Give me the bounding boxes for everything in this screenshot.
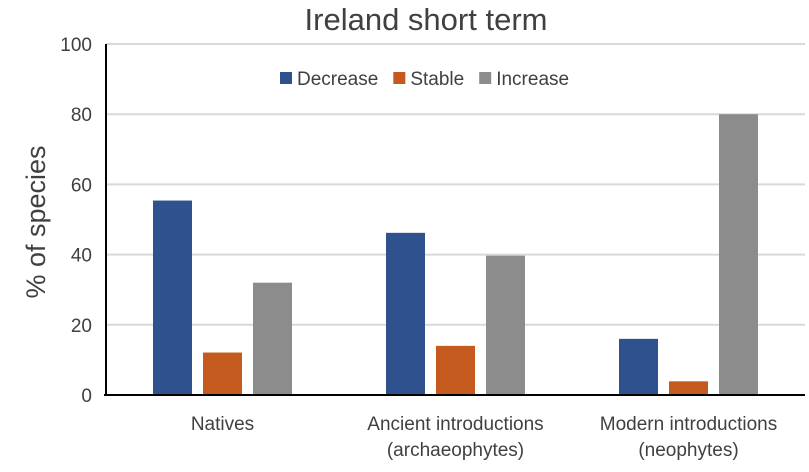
y-tick-label: 0: [81, 386, 92, 407]
bar-decrease: [386, 232, 425, 395]
x-tick-label: Ancient introductions: [367, 414, 543, 435]
bar-decrease: [153, 200, 192, 395]
y-tick-label: 100: [60, 35, 92, 56]
legend-label: Increase: [496, 69, 569, 90]
bar-stable: [436, 345, 475, 395]
y-tick-label: 80: [71, 105, 92, 126]
bar-stable: [203, 352, 242, 395]
x-tick-label: Modern introductions: [600, 414, 777, 435]
x-tick-label: (neophytes): [638, 440, 738, 461]
x-tick-label: (archaeophytes): [387, 440, 524, 461]
chart-title: Ireland short term: [305, 2, 548, 37]
y-tick-label: 40: [71, 246, 92, 267]
x-tick-label: Natives: [191, 414, 254, 435]
y-tick-label: 20: [71, 316, 92, 337]
bar-increase: [719, 114, 758, 395]
legend-swatch: [280, 72, 292, 84]
y-tick-label: 60: [71, 175, 92, 196]
y-axis-label: % of species: [21, 145, 51, 298]
legend-swatch: [393, 72, 406, 84]
bar-stable: [669, 381, 708, 395]
bar-increase: [253, 282, 292, 395]
bar-increase: [486, 255, 525, 395]
legend-swatch: [479, 72, 492, 84]
legend-label: Decrease: [297, 69, 378, 90]
legend-label: Stable: [410, 69, 464, 90]
bar-decrease: [619, 338, 658, 395]
